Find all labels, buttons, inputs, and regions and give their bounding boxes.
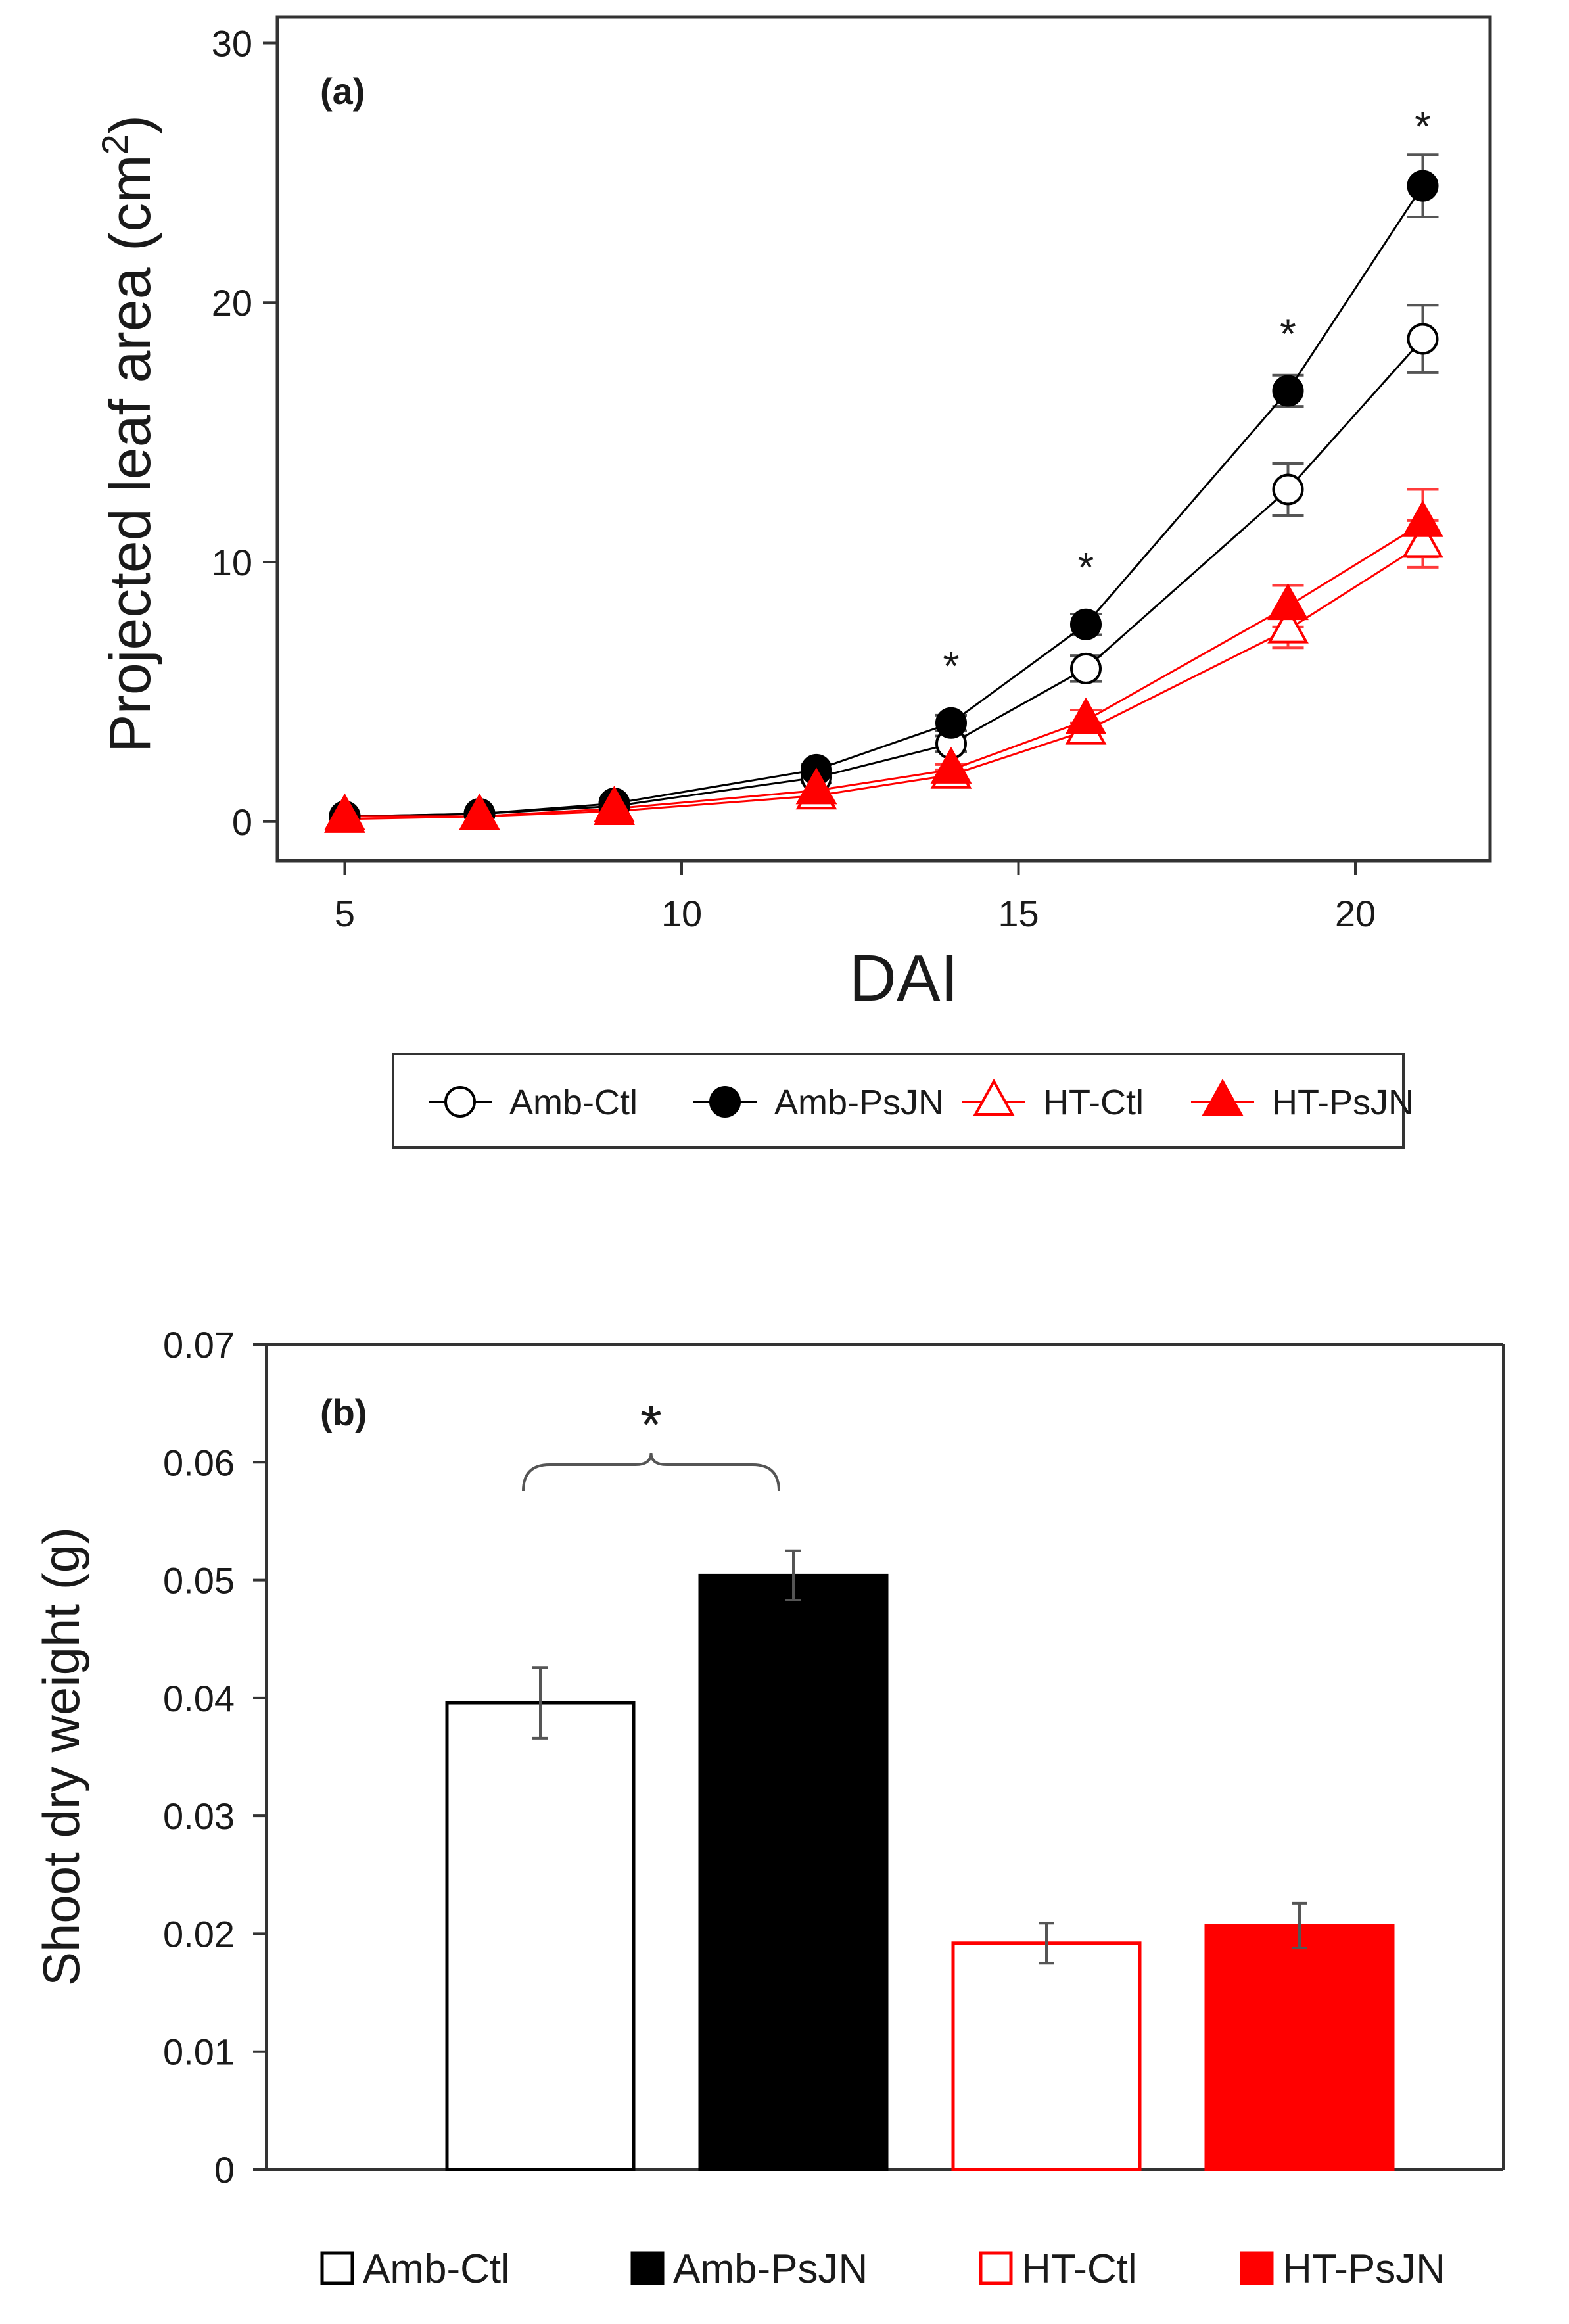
panel-a-plot-frame [275, 15, 1492, 863]
bar-amb-psjn [698, 1573, 889, 2171]
data-point-ht-psjn [1065, 697, 1107, 734]
significance-star: * [640, 1394, 662, 1456]
panel-a-x-axis-title: DAI [849, 941, 959, 1015]
panel-b-label: (b) [320, 1392, 367, 1433]
y-tick-label: 0.07 [163, 1324, 235, 1365]
legend-label-ht-ctl: HT-Ctl [1043, 1083, 1144, 1122]
legend-marker-amb-ctl [444, 1086, 476, 1118]
legend-marker-ht-ctl [973, 1078, 1015, 1116]
data-point-amb-psjn [1272, 375, 1304, 407]
panel-a-label: (a) [320, 70, 365, 112]
legend-swatch-ht-ctl [979, 2251, 1013, 2285]
significance-star: * [1078, 544, 1094, 591]
panel-a-y-axis-title-superscript: 2 [94, 134, 135, 154]
legend-label-amb-ctl: Amb-Ctl [363, 2246, 510, 2292]
significance-bracket [522, 1452, 780, 1492]
panel-a-line-chart: 5 10 15 20 0 10 20 30 * * * * (a) DAI Projected l… [94, 15, 1492, 1149]
x-tick-label: 15 [998, 893, 1039, 934]
data-point-ht-psjn [1267, 583, 1309, 621]
legend-marker-ht-psjn [1202, 1078, 1244, 1116]
panel-a-legend-box [392, 1053, 1405, 1149]
panel-b-legend: Amb-Ctl Amb-PsJN HT-Ctl HT-PsJN [320, 2246, 1445, 2292]
legend-label-ht-ctl: HT-Ctl [1021, 2246, 1137, 2292]
panel-a-y-axis-title-main: Projected leaf area (cm [97, 154, 162, 753]
data-point-ht-psjn [930, 746, 972, 784]
panel-a-y-axis-title: Projected leaf area (cm2) [94, 115, 162, 753]
bar-amb-ctl [445, 1701, 636, 2171]
significance-star: * [943, 642, 960, 690]
panel-a-legend: Amb-Ctl Amb-PsJN HT-Ctl HT-PsJN [392, 1053, 1414, 1149]
y-tick-label: 0.05 [163, 1560, 235, 1601]
y-tick-label: 30 [212, 22, 252, 64]
legend-label-amb-ctl: Amb-Ctl [509, 1083, 638, 1122]
legend-label-ht-psjn: HT-PsJN [1282, 2246, 1445, 2292]
legend-swatch-ht-psjn [1240, 2251, 1274, 2285]
panel-b-y-axis-title: Shoot dry weight (g) [32, 1527, 90, 1986]
data-point-amb-psjn [1070, 608, 1102, 640]
y-tick-label: 0.06 [163, 1442, 235, 1483]
data-point-ht-ctl [1402, 521, 1443, 558]
x-tick-label: 20 [1335, 893, 1376, 934]
y-tick-label: 20 [212, 282, 252, 323]
y-tick-label: 0.01 [163, 2031, 235, 2073]
bar-ht-psjn [1204, 1924, 1395, 2171]
data-point-ht-ctl [1267, 606, 1309, 644]
data-point-amb-ctl [1407, 323, 1439, 355]
legend-swatch-amb-psjn [630, 2251, 665, 2285]
data-point-amb-ctl [1070, 652, 1102, 684]
panel-a-y-axis-title-close: ) [97, 115, 162, 134]
x-tick-label: 5 [335, 893, 355, 934]
y-tick-label: 0.03 [163, 1795, 235, 1837]
data-point-ht-psjn [459, 793, 500, 830]
panel-b-bar-chart: 0 0.01 0.02 0.03 0.04 0.05 0.06 0.07 * (b) Shoo… [32, 1324, 1505, 2292]
legend-label-amb-psjn: Amb-PsJN [673, 2246, 868, 2292]
legend-marker-amb-psjn [709, 1086, 741, 1118]
y-tick-label: 0 [232, 801, 252, 843]
series-line-amb-psjn [344, 185, 1424, 818]
data-point-ht-psjn [795, 767, 837, 805]
series-line-ht-ctl [344, 543, 1424, 820]
data-point-ht-psjn [1402, 500, 1443, 537]
series-line-ht-psjn [344, 522, 1424, 818]
x-tick-label: 10 [661, 893, 702, 934]
data-point-amb-ctl [1272, 473, 1304, 506]
y-tick-label: 10 [212, 542, 252, 583]
y-tick-label: 0 [214, 2149, 235, 2191]
data-point-amb-psjn [1407, 170, 1439, 202]
legend-label-amb-psjn: Amb-PsJN [774, 1083, 944, 1122]
significance-star: * [1415, 103, 1431, 150]
legend-swatch-amb-ctl [320, 2251, 354, 2285]
data-point-amb-psjn [935, 707, 967, 739]
y-tick-label: 0.04 [163, 1678, 235, 1719]
bar-ht-ctl [951, 1941, 1142, 2171]
series-line-amb-ctl [344, 338, 1424, 818]
y-tick-label: 0.02 [163, 1913, 235, 1955]
significance-star: * [1280, 310, 1296, 358]
legend-label-ht-psjn: HT-PsJN [1272, 1083, 1414, 1122]
data-point-ht-psjn [594, 785, 635, 823]
data-point-ht-psjn [324, 793, 365, 830]
